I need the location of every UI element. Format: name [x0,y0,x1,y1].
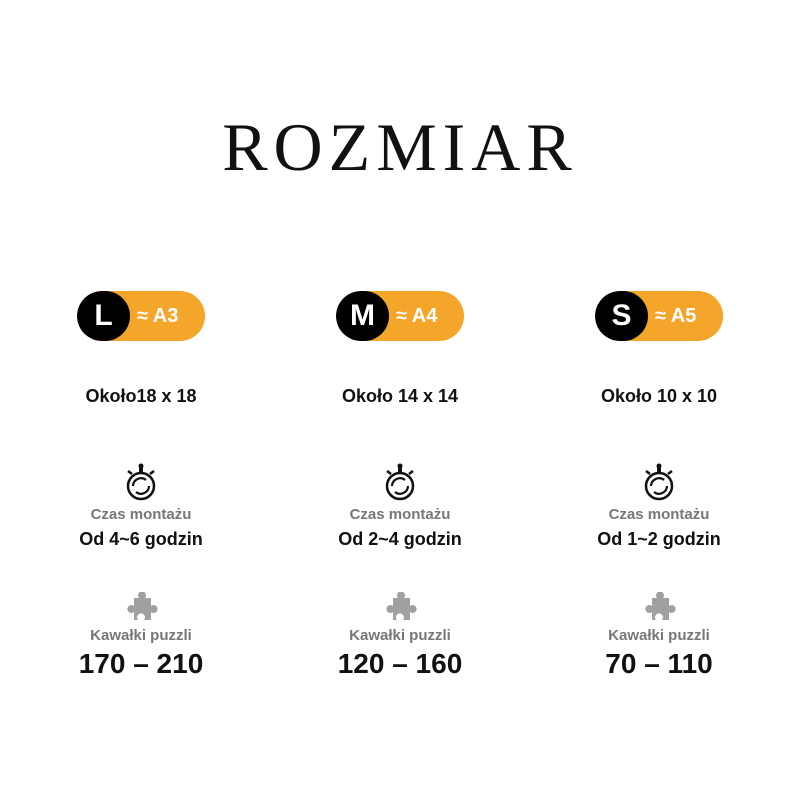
time-label: Czas montażu [349,506,451,523]
size-badge: S ≈ A5 [595,291,723,341]
size-letter: M [336,291,389,341]
assembly-time: Od 4~6 godzin [79,529,203,549]
paper-format: ≈ A3 [137,305,179,327]
assembly-time: Od 2~4 godzin [338,529,462,549]
pieces-label: Kawałki puzzli [608,627,710,644]
puzzle-piece-icon [645,592,676,620]
puzzle-piece-icon [127,592,158,620]
puzzle-piece-icon [386,592,417,620]
size-letter: L [77,291,130,341]
pieces-label: Kawałki puzzli [90,627,192,644]
time-label: Czas montażu [90,506,192,523]
dimensions: Około 14 x 14 [341,386,459,406]
size-badge: L ≈ A3 [77,291,205,341]
assembly-time: Od 1~2 godzin [597,529,721,549]
piece-count: 120 – 160 [337,648,463,679]
page-title: ROZMIAR [222,109,578,185]
stopwatch-icon [126,463,156,501]
piece-count: 170 – 210 [78,648,204,679]
stopwatch-icon [385,463,415,501]
size-letter: S [595,291,648,341]
pieces-label: Kawałki puzzli [349,627,451,644]
time-label: Czas montażu [608,506,710,523]
paper-format: ≈ A4 [396,305,438,327]
dimensions: Około18 x 18 [85,386,197,406]
piece-count: 70 – 110 [605,648,713,679]
paper-format: ≈ A5 [655,305,697,327]
size-badge: M ≈ A4 [336,291,464,341]
dimensions: Około 10 x 10 [600,386,718,406]
stopwatch-icon [644,463,674,501]
